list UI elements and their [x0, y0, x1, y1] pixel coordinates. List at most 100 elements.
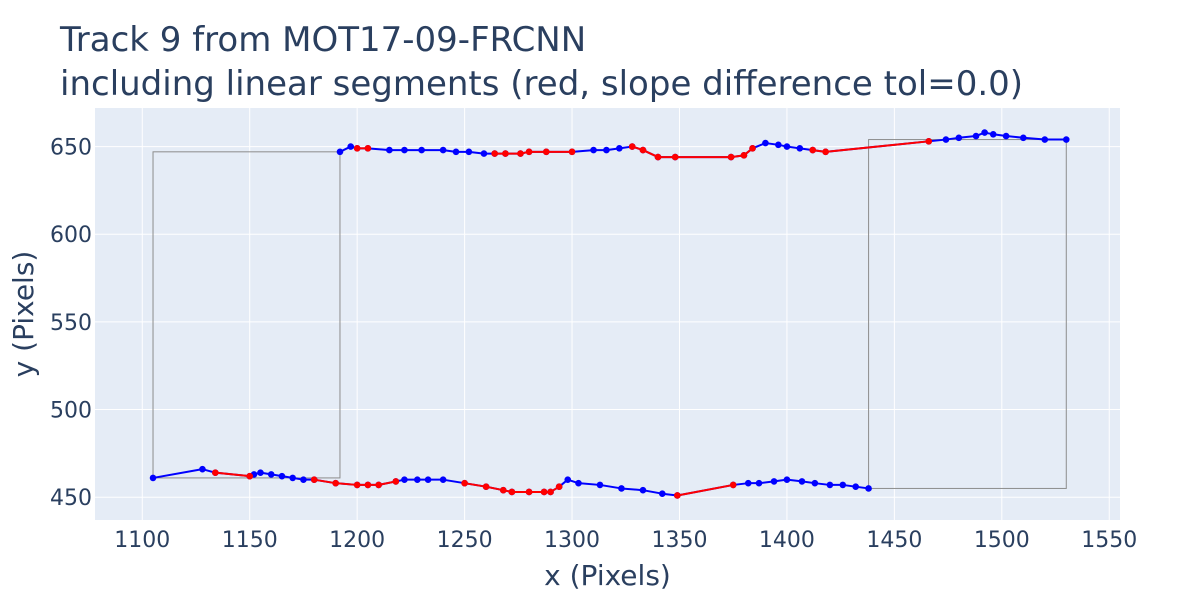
x-axis-title: x (Pixels): [544, 559, 671, 592]
series-point: [798, 478, 806, 485]
series-point: [149, 474, 157, 482]
series-point: [517, 150, 524, 157]
series-point: [547, 488, 554, 496]
chart-subtitle: including linear segments (red, slope di…: [60, 64, 1024, 104]
series-point: [639, 146, 647, 154]
series-point: [491, 150, 498, 157]
series-point: [603, 146, 610, 154]
x-tick-label: 1500: [974, 528, 1030, 553]
series-point: [347, 143, 355, 150]
series-point: [212, 469, 219, 476]
series-point: [783, 476, 791, 483]
series-point: [596, 481, 604, 489]
series-point: [775, 141, 782, 149]
series-point: [353, 481, 361, 489]
series-point: [568, 148, 576, 156]
series-point: [749, 145, 756, 152]
series-point: [590, 146, 597, 154]
series-point: [783, 143, 791, 150]
series-point: [826, 481, 834, 489]
series-point: [809, 146, 817, 154]
series-point: [727, 153, 735, 161]
series-point: [300, 476, 307, 483]
series-point: [336, 148, 344, 156]
series-point: [1041, 136, 1049, 143]
x-tick-label: 1100: [114, 528, 170, 553]
series-point: [439, 146, 447, 154]
y-tick-label: 550: [50, 311, 92, 336]
series-point: [482, 483, 490, 490]
series-point: [525, 488, 533, 496]
x-tick-label: 1250: [437, 528, 493, 553]
series-point: [418, 146, 425, 154]
series-point: [401, 476, 408, 483]
y-axis-title: y (Pixels): [7, 251, 40, 378]
series-point: [972, 132, 980, 140]
series-point: [499, 486, 507, 494]
x-tick-label: 1350: [651, 528, 707, 553]
track-series: [149, 129, 1070, 499]
series-point: [671, 153, 679, 161]
series-point: [639, 486, 647, 494]
series-point: [729, 481, 737, 489]
series-point: [628, 143, 636, 150]
series-point: [811, 479, 819, 487]
series-point: [925, 138, 933, 145]
series-point: [674, 492, 681, 499]
series-point: [555, 483, 563, 490]
chart-title-block: Track 9 from MOT17-09-FRCNN including li…: [60, 18, 1023, 106]
series-point: [839, 481, 847, 489]
y-tick-label: 450: [50, 486, 92, 511]
y-tick-label: 650: [50, 136, 92, 161]
series-point: [540, 488, 548, 496]
series-point: [1002, 132, 1010, 140]
series-point: [755, 479, 763, 487]
series-point: [822, 148, 829, 156]
series-point: [332, 479, 339, 487]
series-point: [508, 488, 516, 496]
chart-title: Track 9 from MOT17-09-FRCNN: [60, 20, 587, 60]
y-tick-label: 600: [50, 223, 92, 248]
series-point: [1062, 136, 1070, 143]
series-point: [386, 146, 393, 154]
series-line: [215, 471, 250, 478]
series-point: [401, 146, 408, 154]
series-point: [865, 485, 872, 492]
series-point: [414, 476, 421, 483]
series-point: [246, 472, 254, 480]
series-point: [616, 145, 623, 152]
x-tick-label: 1200: [329, 528, 385, 553]
series-point: [439, 476, 447, 483]
axis-ticks: 1100 1150 1200 1250 1300 1350 1400 1450 1500 1550…: [50, 136, 1137, 553]
series-point: [199, 465, 206, 473]
bounding-box: [868, 139, 1067, 489]
series-point: [257, 469, 264, 476]
series-point: [564, 476, 572, 483]
series-point: [424, 476, 432, 483]
series-point: [989, 130, 997, 138]
series-point: [762, 139, 769, 147]
grid-lines: [95, 108, 1120, 520]
series-point: [618, 485, 625, 492]
series-point: [267, 471, 275, 478]
series-point: [658, 490, 666, 498]
x-tick-label: 1450: [866, 528, 922, 553]
series-point: [654, 153, 662, 161]
series-point: [364, 145, 372, 152]
series-point: [480, 150, 488, 157]
y-tick-label: 500: [50, 399, 92, 424]
series-point: [942, 136, 950, 143]
series-point: [955, 134, 963, 142]
series-point: [278, 472, 286, 480]
series-point: [289, 474, 296, 482]
series-line: [677, 483, 734, 497]
series-point: [452, 148, 460, 156]
series-point: [852, 483, 859, 490]
series-point: [392, 478, 400, 485]
bounding-box: [152, 151, 341, 479]
x-tick-label: 1300: [544, 528, 600, 553]
series-point: [740, 152, 748, 159]
series-point: [744, 479, 752, 487]
series-point: [796, 145, 804, 152]
x-tick-label: 1400: [759, 528, 815, 553]
